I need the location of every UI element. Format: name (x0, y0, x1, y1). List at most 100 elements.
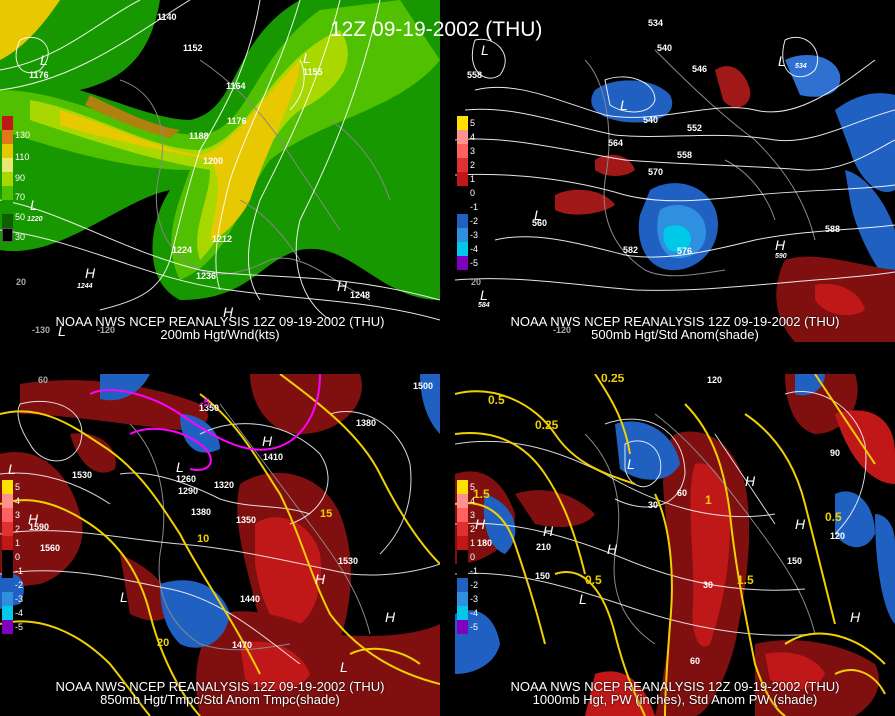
scale-label: -2 (15, 580, 24, 590)
contour-label: 1440 (240, 594, 260, 604)
high-marker: H (775, 237, 786, 253)
contour-label: 576 (677, 246, 692, 256)
scale-label: 4 (15, 496, 21, 506)
high-marker: H (337, 278, 348, 294)
contour-label: 60 (690, 656, 700, 666)
panel-title: NOAA NWS NCEP REANALYSIS 12Z 09-19-2002 … (510, 679, 840, 694)
contour-label: 1 (705, 493, 712, 507)
lon-label: -120 (97, 325, 115, 335)
contour-label: 1.5 (473, 487, 490, 501)
high-marker: H (795, 516, 806, 532)
contour-label: 1200 (203, 156, 223, 166)
contour-label: 1260 (176, 474, 196, 484)
map-200mb: 1140 1152 1155 1164 1176 1176 1188 1200 … (0, 0, 440, 339)
high-marker: H (475, 516, 486, 532)
scale-label: -2 (470, 216, 479, 226)
lat-label: 20 (471, 277, 481, 287)
scale-label: -1 (470, 202, 479, 212)
panel-500mb: 534 540 546 552 558 564 570 576 582 588 … (455, 0, 895, 342)
contour-label: 0.25 (601, 374, 625, 385)
contour-label: 1248 (350, 290, 370, 300)
contour-label: 1380 (191, 507, 211, 517)
contour-label: 60 (677, 488, 687, 498)
contour-label: 0.25 (535, 418, 559, 432)
scale-label: 3 (470, 146, 476, 156)
scale-label: -3 (470, 594, 479, 604)
contour-label: 180 (477, 538, 492, 548)
contour-label: 570 (648, 167, 663, 177)
panel-subtitle: 500mb Hgt/Std Anom(shade) (591, 327, 759, 342)
low-marker: L (534, 207, 542, 223)
low-marker: L (58, 323, 66, 339)
contour-label: 1176 (29, 70, 49, 80)
scale-label: 3 (15, 510, 21, 520)
contour-label: 15 (320, 508, 332, 520)
panel-title: NOAA NWS NCEP REANALYSIS 12Z 09-19-2002 … (510, 314, 840, 329)
contour-label: 588 (825, 224, 840, 234)
contour-label: 150 (535, 571, 550, 581)
contour-label: 1140 (157, 12, 177, 22)
scale-label: 3 (470, 510, 476, 520)
scale-label: 1 (15, 538, 21, 548)
contour-label: 120 (830, 531, 845, 541)
low-marker: L (40, 52, 48, 68)
contour-label: 1236 (196, 271, 216, 281)
contour-label: 0.5 (585, 573, 602, 587)
scale-label: 0 (470, 188, 476, 198)
scale-label: -1 (15, 566, 24, 576)
high-marker: H (607, 541, 618, 557)
contour-label: 534 (648, 18, 663, 28)
scale-label: -4 (15, 608, 24, 618)
contour-label: 540 (657, 43, 672, 53)
low-marker: L (627, 456, 635, 472)
contour-label: 1290 (178, 486, 198, 496)
low-marker: L (778, 53, 786, 69)
contour-label: 1152 (183, 43, 203, 53)
low-marker: L (620, 97, 628, 113)
contour-label: 582 (623, 245, 638, 255)
contour-label: 534 (795, 63, 807, 70)
high-marker: H (543, 523, 554, 539)
contour-label: 1410 (263, 452, 283, 462)
panel-title: NOAA NWS NCEP REANALYSIS 12Z 09-19-2002 … (55, 314, 385, 329)
low-marker: L (340, 659, 348, 675)
lat-label: 60 (38, 375, 48, 385)
panel-200mb: 1140 1152 1155 1164 1176 1176 1188 1200 … (0, 0, 440, 342)
scale-label: 0 (470, 552, 476, 562)
scale-label: 90 (15, 173, 26, 183)
scale-label: 4 (470, 496, 476, 506)
contour-label: 0.5 (825, 510, 842, 524)
scale-label: 1 (470, 174, 476, 184)
scale-label: -3 (15, 594, 24, 604)
low-marker: L (579, 591, 587, 607)
high-marker: H (85, 265, 96, 281)
low-marker: L (480, 287, 488, 303)
contour-label: 560 (532, 218, 547, 228)
contour-label: 558 (467, 70, 482, 80)
contour-label: 1560 (40, 543, 60, 553)
contour-label: 30 (703, 580, 713, 590)
contour-label: 1224 (172, 245, 192, 255)
panel-850mb: 1350 1380 1410 1320 1290 1260 1380 1350 … (0, 374, 440, 716)
panel-title: NOAA NWS NCEP REANALYSIS 12Z 09-19-2002 … (55, 679, 385, 694)
contour-label: 1470 (232, 640, 252, 650)
scale-label: 5 (15, 482, 21, 492)
scale-label: -1 (470, 566, 479, 576)
contour-label: -5 (200, 397, 210, 409)
panel-1000mb: 0.25 0.5 0.25 1.5 1 0.5 1.5 0.5 120 60 3… (455, 374, 895, 716)
low-marker: L (30, 197, 38, 213)
scale-label: -2 (470, 580, 479, 590)
lon-label: -120 (553, 325, 571, 335)
contour-label: 90 (830, 448, 840, 458)
scale-label: 1 (470, 538, 476, 548)
scale-label: -5 (470, 622, 479, 632)
scale-label: 70 (15, 192, 26, 202)
contour-label: 1320 (214, 480, 234, 490)
lon-label: -130 (32, 325, 50, 335)
high-marker: H (850, 609, 861, 625)
scale-label: 2 (470, 524, 476, 534)
contour-label: 1500 (413, 381, 433, 391)
contour-label: 1350 (199, 403, 219, 413)
scale-label: 110 (15, 152, 30, 162)
contour-label: 1220 (27, 216, 43, 223)
